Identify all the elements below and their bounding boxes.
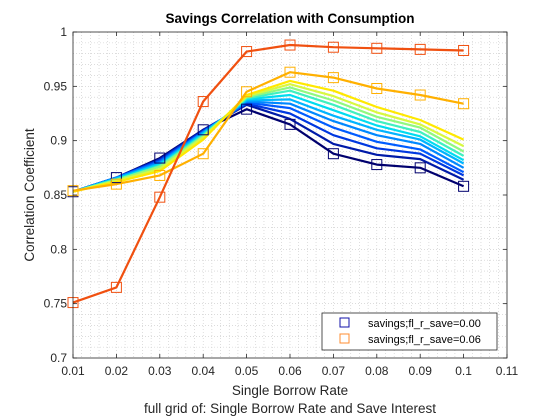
series-11-marker bbox=[197, 148, 209, 160]
series-11-marker bbox=[458, 98, 470, 110]
x-tick-label: 0.1 bbox=[455, 364, 472, 378]
series-0-marker bbox=[241, 103, 253, 115]
y-tick-label: 0.9 bbox=[50, 134, 67, 148]
x-tick-label: 0.08 bbox=[365, 364, 389, 378]
series-12-marker bbox=[197, 96, 209, 108]
series-11-marker bbox=[414, 89, 426, 101]
chart-title: Savings Correlation with Consumption bbox=[165, 11, 414, 26]
x-axis-label: Single Borrow Rate bbox=[232, 383, 348, 398]
series-line-10 bbox=[72, 79, 465, 193]
legend: savings;fl_r_save=0.00 savings;fl_r_save… bbox=[321, 312, 498, 351]
series-line-11 bbox=[72, 71, 464, 192]
x-tick-label: 0.06 bbox=[278, 364, 302, 378]
series-12-marker bbox=[414, 43, 426, 55]
y-tick-label: 0.95 bbox=[44, 79, 68, 93]
series-11-marker bbox=[110, 178, 122, 190]
series-0-marker bbox=[327, 148, 339, 160]
x-tick-label: 0.11 bbox=[496, 364, 519, 378]
x-tick-label: 0.03 bbox=[148, 364, 172, 378]
tick-layer: 0.01 0.02 0.03 0.04 0.05 0.06 0.07 0.08 0.09 0.1 0… bbox=[44, 25, 519, 378]
y-axis-label: Correlation Coefficient bbox=[22, 128, 37, 262]
series-12-marker bbox=[458, 44, 470, 56]
series-0-marker bbox=[414, 162, 426, 174]
y-tick-label: 0.8 bbox=[50, 242, 67, 256]
series-11-marker bbox=[327, 72, 339, 84]
x-tick-label: 0.01 bbox=[61, 364, 85, 378]
series-12-marker bbox=[284, 39, 296, 51]
x-axis-subtitle: full grid of: Single Borrow Rate and Sav… bbox=[144, 401, 436, 416]
legend-box bbox=[321, 312, 498, 351]
series-12-marker bbox=[371, 42, 383, 54]
y-tick-label: 0.85 bbox=[44, 188, 68, 202]
series-12-marker bbox=[327, 41, 339, 53]
legend-label-fl-r-save-0-00: savings;fl_r_save=0.00 bbox=[368, 318, 481, 330]
series-11-marker bbox=[371, 83, 383, 95]
series-line-9 bbox=[72, 83, 465, 193]
marker-layer bbox=[67, 39, 470, 309]
legend-label-fl-r-save-0-06: savings;fl_r_save=0.06 bbox=[368, 334, 481, 346]
legend-marker-fl-r-save-0-00 bbox=[339, 317, 350, 328]
series-0-marker bbox=[284, 118, 296, 130]
series-0-marker bbox=[371, 159, 383, 171]
x-tick-label: 0.07 bbox=[322, 364, 346, 378]
series-12-marker bbox=[241, 46, 253, 58]
series-11-marker bbox=[284, 66, 296, 78]
series-12-marker bbox=[154, 191, 166, 203]
series-0-marker bbox=[458, 180, 470, 192]
series-0-marker bbox=[154, 152, 166, 164]
x-tick-label: 0.04 bbox=[192, 364, 216, 378]
x-tick-label: 0.09 bbox=[409, 364, 433, 378]
series-layer bbox=[72, 43, 465, 304]
y-tick-label: 0.75 bbox=[44, 297, 68, 311]
series-0-marker bbox=[197, 124, 209, 136]
series-line-8 bbox=[72, 86, 465, 193]
series-11-marker bbox=[154, 169, 166, 181]
x-tick-label: 0.05 bbox=[235, 364, 259, 378]
series-0-marker bbox=[110, 172, 122, 184]
y-tick-label: 1 bbox=[60, 25, 67, 39]
series-line-12 bbox=[72, 43, 464, 304]
y-tick-label: 0.7 bbox=[50, 351, 67, 365]
legend-marker-fl-r-save-0-06 bbox=[339, 333, 350, 344]
series-11-marker bbox=[241, 86, 253, 98]
series-12-marker bbox=[110, 281, 122, 293]
x-tick-label: 0.02 bbox=[105, 364, 129, 378]
